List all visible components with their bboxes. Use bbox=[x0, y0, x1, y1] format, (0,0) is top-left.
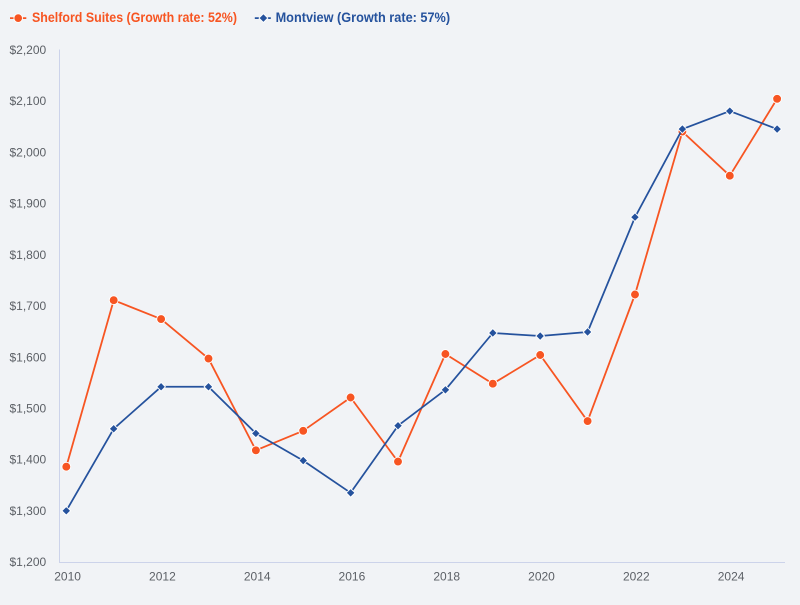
svg-text:2024: 2024 bbox=[718, 570, 745, 584]
svg-text:$1,500: $1,500 bbox=[9, 402, 46, 416]
svg-text:$2,200: $2,200 bbox=[9, 43, 46, 57]
svg-text:2012: 2012 bbox=[149, 570, 176, 584]
svg-text:$1,200: $1,200 bbox=[9, 555, 46, 569]
svg-text:2014: 2014 bbox=[244, 570, 271, 584]
svg-text:2018: 2018 bbox=[433, 570, 460, 584]
svg-text:$1,700: $1,700 bbox=[9, 299, 46, 313]
svg-text:2010: 2010 bbox=[54, 570, 81, 584]
svg-text:$2,000: $2,000 bbox=[9, 145, 46, 159]
svg-text:2022: 2022 bbox=[623, 570, 650, 584]
svg-text:$1,900: $1,900 bbox=[9, 197, 46, 211]
svg-text:$1,600: $1,600 bbox=[9, 350, 46, 364]
svg-text:$1,300: $1,300 bbox=[9, 504, 46, 518]
svg-text:2016: 2016 bbox=[339, 570, 366, 584]
svg-text:Shelford Suites (Growth rate:: Shelford Suites (Growth rate: 52%) bbox=[32, 9, 237, 25]
svg-text:$1,400: $1,400 bbox=[9, 453, 46, 467]
svg-text:$1,800: $1,800 bbox=[9, 248, 46, 262]
svg-text:2020: 2020 bbox=[528, 570, 555, 584]
svg-text:Montview (Growth rate: 57%): Montview (Growth rate: 57%) bbox=[276, 9, 451, 25]
svg-text:$2,100: $2,100 bbox=[9, 94, 46, 108]
